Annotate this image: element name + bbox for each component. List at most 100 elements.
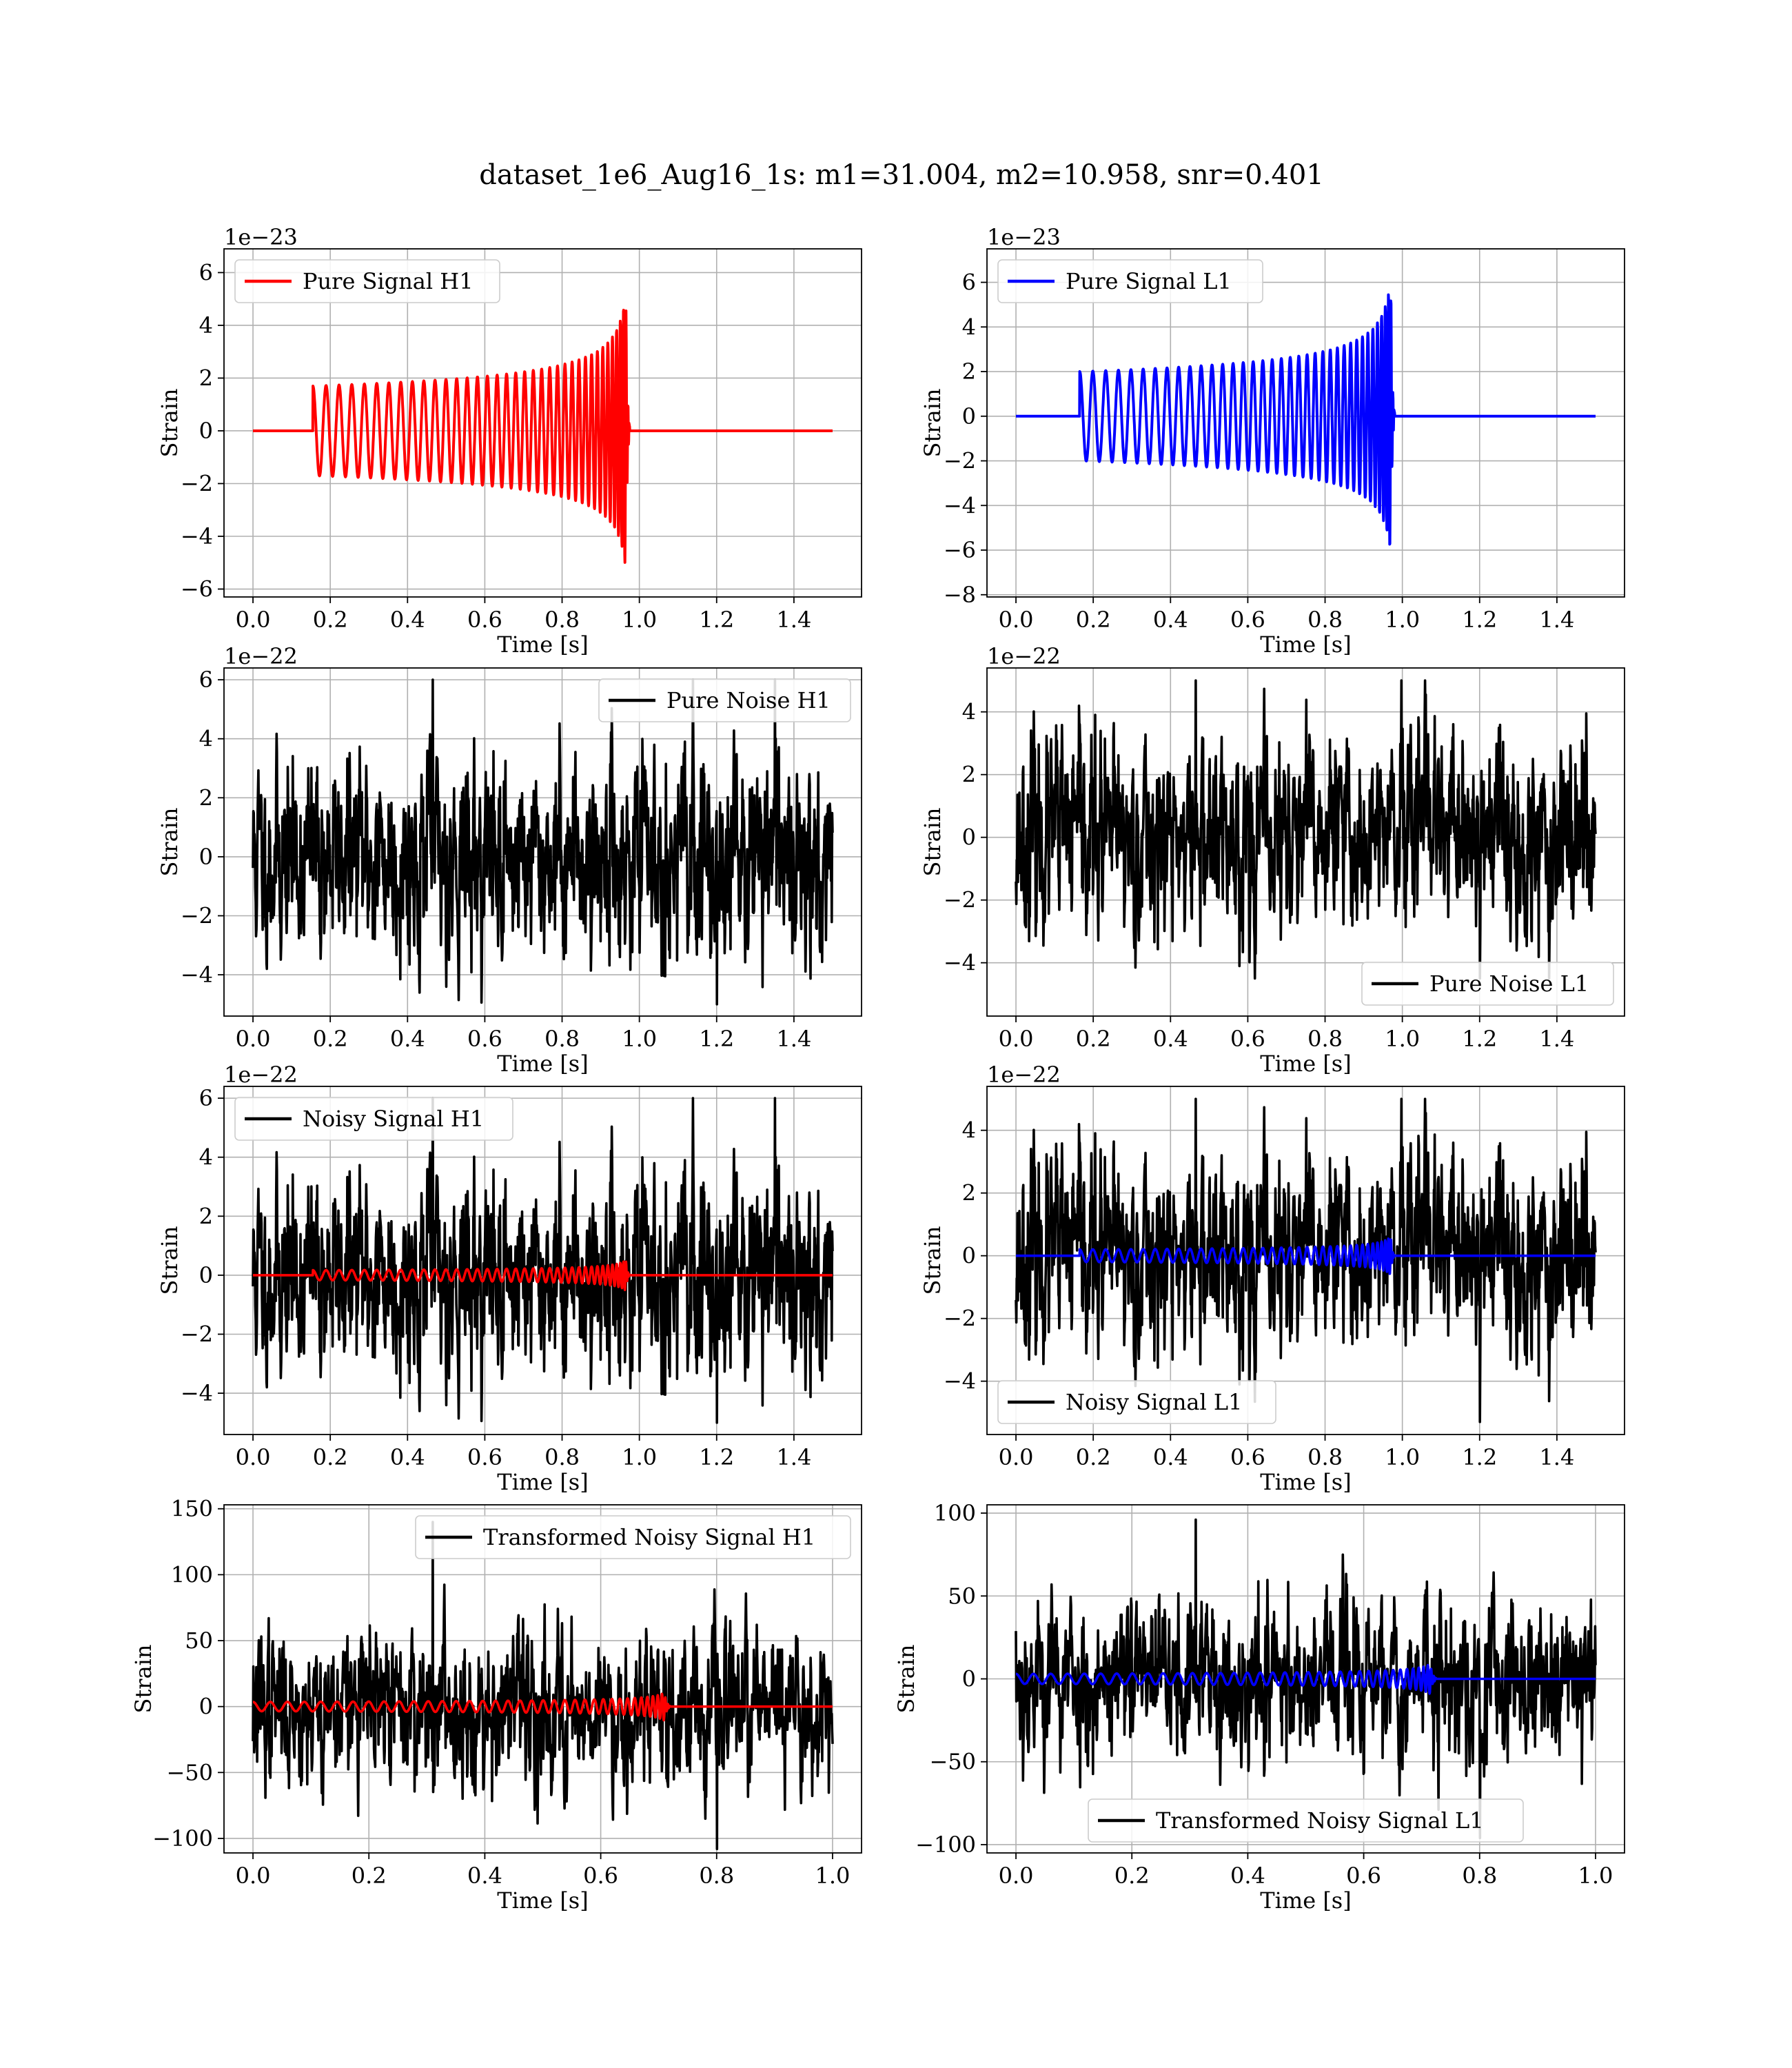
legend-box	[234, 1097, 513, 1141]
subplots-grid: 0.0 0.2 0.4 0.6 0.8 1.0 1.2 1.4 −6 −4 −2 0 2 4 6 Time […	[130, 224, 1625, 1914]
y-offset-text: 1e−23	[987, 224, 1061, 250]
axes-frame	[223, 667, 862, 1017]
x-tick-label: 0.4	[1153, 1026, 1188, 1052]
legend: Noisy Signal L1	[997, 1380, 1276, 1424]
legend-label: Noisy Signal H1	[303, 1106, 484, 1132]
legend-box	[1088, 1798, 1524, 1843]
x-axis-label: Time [s]	[1260, 631, 1351, 658]
y-offset-text: 1e−22	[224, 643, 298, 669]
x-tick-label: 1.0	[815, 1863, 851, 1889]
y-tick-label: −6	[944, 537, 976, 563]
x-tick-label: 0.8	[544, 607, 580, 633]
x-tick-label: 1.2	[1462, 1026, 1497, 1052]
subplot-pure-noise-l1: 0.0 0.2 0.4 0.6 0.8 1.0 1.2 1.4 −4 −2 0 2 4 Time [s] S…	[919, 643, 1625, 1077]
x-axis-label: Time [s]	[497, 1051, 588, 1077]
x-tick-label: 0.2	[1076, 1444, 1111, 1470]
legend-label: Pure Signal H1	[303, 268, 474, 294]
y-tick-label: −4	[944, 950, 976, 976]
x-tick-label: 0.8	[544, 1444, 580, 1470]
y-offset-text: 1e−22	[224, 1062, 298, 1088]
figure-title: dataset_1e6_Aug16_1s: m1=31.004, m2=10.9…	[479, 159, 1324, 191]
y-tick-label: 50	[948, 1583, 976, 1609]
series-line-1	[1015, 293, 1597, 546]
series-line-1	[252, 1521, 834, 1851]
y-tick-label: 50	[185, 1628, 213, 1654]
y-axis-label: Strain	[919, 389, 946, 458]
x-tick-label: 1.2	[699, 1026, 734, 1052]
y-tick-label: 2	[199, 365, 213, 391]
legend-box	[1361, 962, 1614, 1006]
y-tick-label: 0	[962, 403, 976, 429]
x-tick-label: 0.6	[467, 1444, 502, 1470]
x-tick-label: 1.4	[1539, 1026, 1574, 1052]
series-line-1	[252, 1097, 834, 1424]
y-tick-label: 100	[934, 1500, 976, 1526]
x-tick-label: 0.0	[999, 1444, 1034, 1470]
y-tick-label: 0	[199, 844, 213, 870]
legend-label: Transformed Noisy Signal L1	[1156, 1807, 1484, 1834]
x-tick-label: 1.4	[776, 1026, 811, 1052]
x-tick-label: 0.6	[583, 1863, 618, 1889]
subplot-transformed-noisy-signal-h1: 0.0 0.2 0.4 0.6 0.8 1.0 −100 −50 0 50 100 150 Time […	[130, 1496, 862, 1914]
x-tick-label: 0.8	[699, 1863, 734, 1889]
x-tick-label: 1.0	[1385, 1026, 1420, 1052]
x-tick-label: 0.8	[1307, 607, 1343, 633]
series-line-1	[1015, 679, 1597, 980]
y-tick-label: −4	[181, 1380, 213, 1406]
x-tick-label: 0.4	[1153, 1444, 1188, 1470]
y-tick-label: −50	[166, 1759, 213, 1785]
series-line-2	[252, 1692, 834, 1722]
y-tick-label: 2	[962, 762, 976, 788]
x-tick-label: 0.4	[390, 1444, 425, 1470]
series-line-1	[1015, 1097, 1597, 1423]
x-tick-label: 1.2	[699, 607, 734, 633]
y-tick-label: −8	[944, 582, 976, 608]
y-tick-label: −50	[929, 1749, 976, 1775]
series-line-1	[252, 308, 834, 564]
x-tick-label: 0.2	[1076, 607, 1111, 633]
legend-label: Pure Signal L1	[1066, 268, 1232, 294]
subplot-pure-signal-h1: 0.0 0.2 0.4 0.6 0.8 1.0 1.2 1.4 −6 −4 −2 0 2 4 6 Time […	[156, 224, 862, 658]
x-tick-label: 1.0	[1578, 1863, 1613, 1889]
y-axis-label: Strain	[919, 808, 946, 877]
x-axis-label: Time [s]	[497, 631, 588, 658]
axes-frame	[223, 1504, 862, 1854]
x-tick-label: 1.4	[1539, 607, 1574, 633]
legend: Noisy Signal H1	[234, 1097, 513, 1141]
y-tick-label: 2	[199, 784, 213, 811]
y-tick-label: 4	[962, 314, 976, 340]
y-tick-label: −4	[181, 523, 213, 549]
x-tick-label: 1.2	[699, 1444, 734, 1470]
x-axis-label: Time [s]	[1260, 1887, 1351, 1914]
x-tick-label: 0.8	[544, 1026, 580, 1052]
x-axis-label: Time [s]	[497, 1469, 588, 1495]
x-tick-label: 1.0	[622, 607, 657, 633]
x-tick-label: 1.4	[1539, 1444, 1574, 1470]
y-tick-label: 6	[199, 1085, 213, 1111]
x-tick-label: 1.2	[1462, 1444, 1497, 1470]
y-tick-label: 150	[171, 1496, 213, 1522]
x-tick-label: 0.0	[999, 1026, 1034, 1052]
y-tick-label: −100	[152, 1825, 213, 1852]
y-tick-label: 2	[962, 1180, 976, 1206]
x-tick-label: 0.4	[467, 1863, 502, 1889]
legend-label: Noisy Signal L1	[1066, 1389, 1243, 1415]
y-tick-label: 0	[962, 1243, 976, 1269]
legend-label: Pure Noise L1	[1429, 971, 1589, 997]
x-tick-label: 0.6	[1230, 607, 1265, 633]
x-tick-label: 0.0	[999, 607, 1034, 633]
x-tick-label: 0.2	[313, 1444, 348, 1470]
y-tick-label: 2	[962, 358, 976, 385]
x-tick-label: 0.0	[236, 1863, 271, 1889]
x-tick-label: 0.4	[390, 607, 425, 633]
legend-box	[997, 259, 1263, 303]
y-tick-label: −2	[181, 470, 213, 496]
x-tick-label: 1.4	[776, 607, 811, 633]
axes-frame	[223, 1086, 862, 1435]
y-tick-label: 4	[199, 1144, 213, 1170]
y-tick-label: 6	[199, 667, 213, 693]
x-tick-label: 0.8	[1307, 1026, 1343, 1052]
y-tick-label: 0	[962, 824, 976, 851]
x-tick-label: 0.6	[1346, 1863, 1381, 1889]
